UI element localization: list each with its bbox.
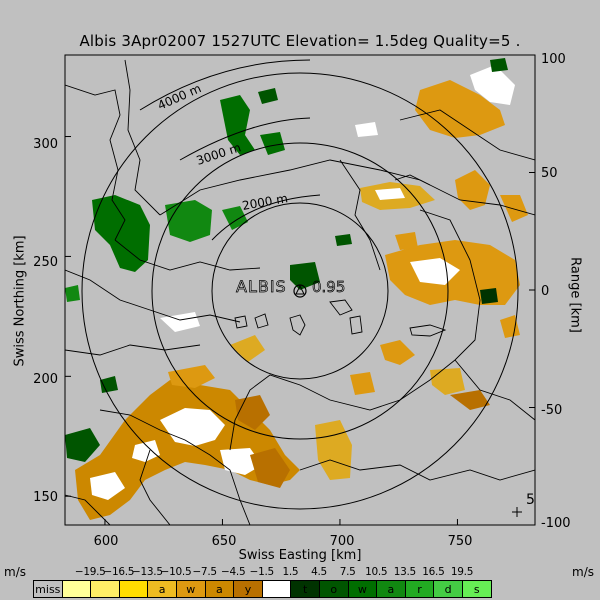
x-tick-650: 650: [211, 534, 237, 549]
legend-swatch: [261, 580, 292, 598]
echo-patch: [355, 122, 378, 137]
ring-label-2000: 2000 m: [241, 191, 289, 213]
x-tick-700: 700: [329, 534, 355, 549]
legend-swatch: w: [175, 580, 206, 598]
y-tick-200: 200: [33, 372, 58, 387]
echo-patch: [455, 170, 490, 210]
legend-value: 19.5: [450, 566, 474, 578]
y-axis-label: Swiss Northing [km]: [12, 235, 28, 367]
x-tick-750: 750: [447, 534, 473, 549]
range-rings: [81, 72, 519, 510]
echo-patch: [350, 372, 375, 395]
legend-value: 7.5: [339, 566, 356, 578]
y-tick-250: 250: [33, 255, 58, 270]
range-tick-minus-100: -100: [541, 516, 571, 531]
axis-ticks: [65, 54, 535, 526]
legend-swatch: t: [290, 580, 320, 598]
echo-patch: [315, 420, 352, 480]
legend-swatch: r: [404, 580, 435, 598]
elevation-arcs: [139, 59, 321, 241]
legend-swatch: [90, 580, 120, 598]
legend-swatch: a: [376, 580, 406, 598]
ring-label-3000: 3000 m: [195, 140, 243, 168]
legend-swatch: [61, 580, 92, 598]
echo-patch: [480, 288, 498, 304]
corner-cross-icon: [512, 507, 522, 517]
legend-swatch: y: [233, 580, 263, 598]
echo-patch: [450, 390, 490, 410]
legend-value: 4.5: [311, 566, 327, 578]
legend-value: 10.5: [365, 566, 388, 578]
lakes: [234, 299, 447, 337]
legend-value: −19.5: [74, 566, 106, 578]
legend-swatch: a: [147, 580, 177, 598]
legend-value: −16.5: [103, 566, 135, 578]
echo-patch: [92, 195, 150, 272]
echo-patch: [132, 440, 160, 462]
range-axis-label: Range [km]: [567, 257, 583, 333]
borders: [65, 59, 535, 525]
echo-patch: [90, 472, 125, 500]
echo-patch: [500, 195, 528, 222]
echo-patch: [258, 88, 278, 104]
x-tick-600: 600: [93, 534, 119, 549]
ring-label-4000: 4000 m: [156, 81, 204, 113]
legend-unit-left: m/s: [4, 565, 26, 579]
echo-patch: [430, 368, 465, 395]
y-tick-150: 150: [33, 490, 58, 505]
legend-swatch: o: [318, 580, 349, 598]
echo-patch: [165, 200, 212, 242]
legend-value: 1.5: [282, 566, 299, 578]
echo-patch: [415, 80, 505, 138]
legend-swatch: a: [204, 580, 235, 598]
legend-unit-right: m/s: [572, 565, 594, 579]
echo-patch: [235, 395, 270, 430]
range-tick-50: 50: [541, 166, 558, 181]
legend-value: −10.5: [160, 566, 192, 578]
echo-patch: [65, 428, 100, 462]
echo-patch: [500, 315, 520, 338]
map-title: Albis 3Apr02007 1527UTC Elevation= 1.5de…: [79, 32, 521, 50]
legend-value: −4.5: [221, 566, 246, 578]
echo-patch: [250, 448, 290, 488]
y-tick-300: 300: [33, 137, 58, 152]
legend-swatch: d: [433, 580, 463, 598]
legend-value: 16.5: [422, 566, 445, 578]
echo-patch: [395, 232, 418, 250]
echo-patch: [375, 188, 405, 200]
station-name: ALBIS: [236, 277, 287, 296]
legend-swatch: [118, 580, 149, 598]
legend-swatch: s: [461, 580, 492, 598]
echo-patch: [168, 365, 215, 388]
legend-value: 13.5: [393, 566, 416, 578]
echo-patches: [65, 58, 528, 520]
echo-patch: [260, 132, 285, 155]
station-triangle-icon: [295, 284, 305, 295]
legend-color-scale: miss a w a y t o w a r d s: [33, 580, 492, 598]
station-value: 0.95: [312, 278, 345, 296]
range-tick-0: 0: [541, 284, 550, 299]
legend-value: −13.5: [132, 566, 163, 578]
echo-patch: [290, 262, 320, 290]
echo-patch: [470, 65, 515, 105]
range-tick-100: 100: [541, 52, 566, 67]
x-axis-label: Swiss Easting [km]: [238, 548, 362, 563]
legend-swatch: w: [347, 580, 378, 598]
legend-value: −1.5: [249, 566, 275, 578]
echo-patch: [335, 234, 352, 246]
range-tick-minus-50: -50: [541, 403, 563, 418]
echo-patch: [490, 58, 508, 72]
echo-patch: [220, 95, 255, 155]
echo-patch: [65, 285, 80, 302]
echo-patch: [230, 335, 265, 362]
legend-value: −7.5: [192, 566, 217, 578]
echo-patch: [380, 340, 415, 365]
echo-patch: [222, 206, 248, 230]
legend-swatch: miss: [33, 580, 63, 598]
echo-patch: [100, 376, 118, 393]
corner-label: 5: [526, 492, 535, 508]
